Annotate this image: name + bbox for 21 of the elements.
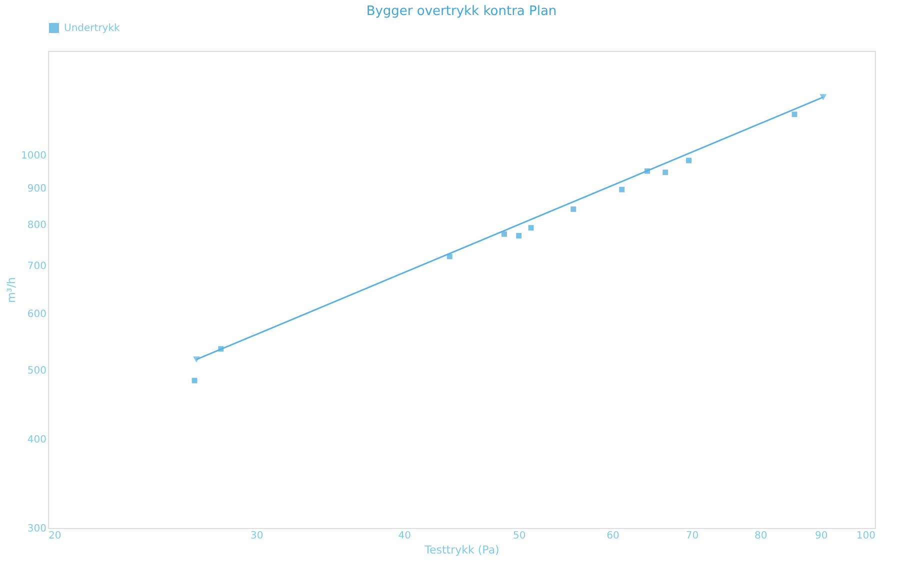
x-tick-label: 60 xyxy=(606,530,620,542)
y-tick-label: 300 xyxy=(27,524,46,534)
y-tick-label: 500 xyxy=(27,365,46,376)
x-tick-label: 90 xyxy=(814,530,828,542)
legend-label: Undertrykk xyxy=(64,23,120,34)
y-tick-label: 400 xyxy=(27,434,46,446)
x-tick-label: 80 xyxy=(754,530,768,542)
x-tick-label: 70 xyxy=(686,530,699,542)
chart-title: Bygger overtrykk kontra Plan xyxy=(366,4,557,19)
y-tick-label: 800 xyxy=(27,220,46,231)
x-tick-label: 50 xyxy=(512,530,526,542)
x-tick-label: 30 xyxy=(250,530,264,542)
x-tick-label: 20 xyxy=(48,530,62,542)
y-axis-title: m³/h xyxy=(5,277,18,303)
x-tick-label: 100 xyxy=(856,530,876,542)
y-tick-label: 1000 xyxy=(21,150,46,162)
y-tick-label: 700 xyxy=(27,261,46,272)
y-tick-label: 900 xyxy=(27,183,46,194)
x-tick-label: 40 xyxy=(398,530,412,542)
x-axis-title: Testtrykk (Pa) xyxy=(424,544,500,556)
y-tick-label: 600 xyxy=(27,308,46,320)
